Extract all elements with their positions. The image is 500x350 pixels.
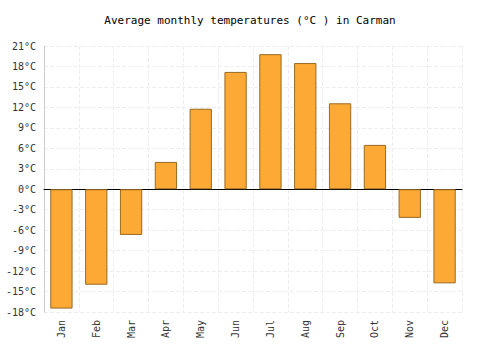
svg-text:-6°C: -6°C xyxy=(12,225,36,236)
svg-text:0°C: 0°C xyxy=(18,184,36,195)
svg-text:Sep: Sep xyxy=(335,320,346,338)
svg-text:Average monthly temperatures (: Average monthly temperatures (°C ) in Ca… xyxy=(104,14,395,27)
svg-text:-9°C: -9°C xyxy=(12,245,36,256)
svg-text:-12°C: -12°C xyxy=(6,266,36,277)
svg-text:Apr: Apr xyxy=(160,320,171,338)
svg-text:May: May xyxy=(195,320,206,338)
svg-text:Jan: Jan xyxy=(56,320,67,338)
svg-text:21°C: 21°C xyxy=(12,41,36,52)
svg-text:Jun: Jun xyxy=(230,320,241,338)
svg-text:18°C: 18°C xyxy=(12,61,36,72)
svg-text:Mar: Mar xyxy=(126,320,137,338)
svg-text:12°C: 12°C xyxy=(12,102,36,113)
svg-text:Aug: Aug xyxy=(300,320,311,338)
svg-text:-3°C: -3°C xyxy=(12,204,36,215)
svg-text:15°C: 15°C xyxy=(12,81,36,92)
svg-text:Feb: Feb xyxy=(91,320,102,338)
svg-text:Jul: Jul xyxy=(265,320,276,338)
svg-text:9°C: 9°C xyxy=(18,122,36,133)
svg-text:-15°C: -15°C xyxy=(6,286,36,297)
svg-text:Dec: Dec xyxy=(439,320,450,338)
svg-text:3°C: 3°C xyxy=(18,163,36,174)
svg-text:-18°C: -18°C xyxy=(6,307,36,318)
svg-text:Oct: Oct xyxy=(369,320,380,338)
svg-text:6°C: 6°C xyxy=(18,143,36,154)
svg-text:Nov: Nov xyxy=(404,320,415,338)
